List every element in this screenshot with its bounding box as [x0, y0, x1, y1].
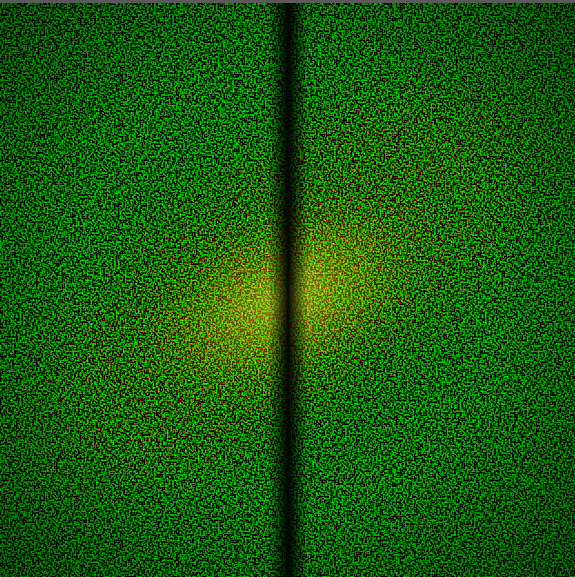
vertical-seam — [268, 0, 308, 577]
top-border — [0, 0, 575, 3]
